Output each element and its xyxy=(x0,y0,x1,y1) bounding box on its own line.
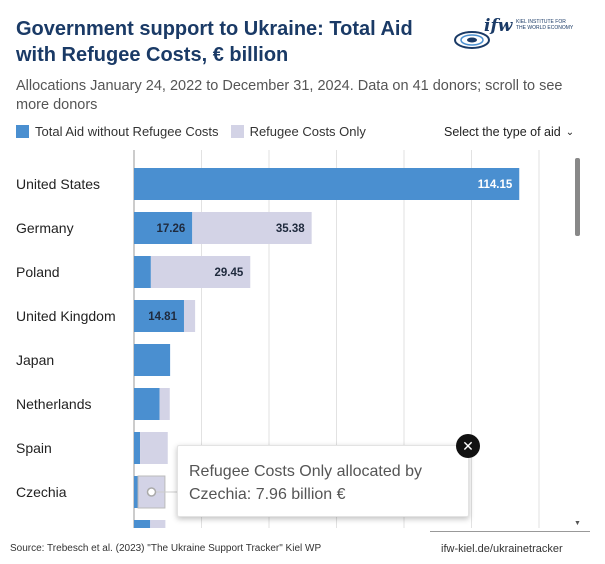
data-label: 17.26 xyxy=(156,223,185,235)
logo-subtitle: KIEL INSTITUTE FOR THE WORLD ECONOMY xyxy=(516,19,574,31)
data-label: 29.45 xyxy=(214,267,243,279)
aid-type-select-label: Select the type of aid xyxy=(444,125,561,139)
bar-total-aid[interactable] xyxy=(134,520,151,528)
chart-scrollbar[interactable]: ▼ xyxy=(574,156,581,528)
tooltip-text: Refugee Costs Only allocated by Czechia:… xyxy=(189,463,423,503)
bar-refugee-costs[interactable] xyxy=(150,256,251,288)
globe-icon xyxy=(454,31,490,49)
legend-label-total-aid: Total Aid without Refugee Costs xyxy=(35,124,219,139)
category-label: Netherlands xyxy=(16,396,92,412)
chart-subtitle: Allocations January 24, 2022 to December… xyxy=(16,78,563,113)
data-label: 14.81 xyxy=(148,311,177,323)
bar-total-aid[interactable] xyxy=(134,300,184,332)
ifw-logo: ifw KIEL INSTITUTE FOR THE WORLD ECONOMY xyxy=(450,14,590,58)
bar-chart: United States Germany Poland United Kingdom… xyxy=(16,150,540,528)
logo-wordmark: ifw xyxy=(484,16,513,36)
source-note: Source: Trebesch et al. (2023) "The Ukra… xyxy=(10,543,322,554)
close-icon[interactable]: ✕ xyxy=(456,434,480,458)
bar-total-aid[interactable] xyxy=(134,256,151,288)
aid-type-select[interactable]: Select the type of aid ⌄ xyxy=(444,125,574,139)
data-label: 114.15 xyxy=(478,179,513,191)
category-label: Spain xyxy=(16,440,52,456)
legend-item-refugee[interactable]: Refugee Costs Only xyxy=(230,124,366,139)
bar-total-aid[interactable] xyxy=(134,168,520,200)
category-label: Czechia xyxy=(16,484,67,500)
data-label: 35.38 xyxy=(276,223,305,235)
legend-label-refugee: Refugee Costs Only xyxy=(249,124,366,139)
footer-divider xyxy=(430,531,590,532)
category-label: Germany xyxy=(16,220,74,236)
chart-title: Government support to Ukraine: Total Aid… xyxy=(16,18,413,66)
category-label: United Kingdom xyxy=(16,308,116,324)
chart-tooltip: Refugee Costs Only allocated by Czechia:… xyxy=(177,445,469,517)
bar-total-aid[interactable] xyxy=(134,344,171,376)
chart-legend: Total Aid without Refugee Costs Refugee … xyxy=(16,124,378,139)
bar-refugee-costs[interactable] xyxy=(183,300,196,332)
bar-refugee-costs[interactable] xyxy=(140,432,168,464)
scroll-down-arrow-icon[interactable]: ▼ xyxy=(574,520,581,527)
bar-total-aid[interactable] xyxy=(134,476,139,508)
bar-refugee-costs[interactable] xyxy=(192,212,312,244)
legend-item-total-aid[interactable]: Total Aid without Refugee Costs xyxy=(16,124,219,139)
source-url[interactable]: ifw-kiel.de/ukrainetracker xyxy=(441,543,563,555)
category-label: United States xyxy=(16,176,100,192)
bar-refugee-costs[interactable] xyxy=(150,520,166,528)
tooltip-marker xyxy=(146,487,157,497)
category-label: Poland xyxy=(16,264,60,280)
legend-swatch-refugee xyxy=(230,125,244,138)
bar-refugee-costs[interactable] xyxy=(159,388,170,420)
chevron-down-icon: ⌄ xyxy=(565,126,575,138)
bar-total-aid[interactable] xyxy=(134,432,141,464)
legend-swatch-total-aid xyxy=(16,125,29,138)
bar-total-aid[interactable] xyxy=(134,212,193,244)
scrollbar-thumb[interactable] xyxy=(575,158,580,236)
category-label: Japan xyxy=(16,352,54,368)
bar-total-aid[interactable] xyxy=(134,388,160,420)
